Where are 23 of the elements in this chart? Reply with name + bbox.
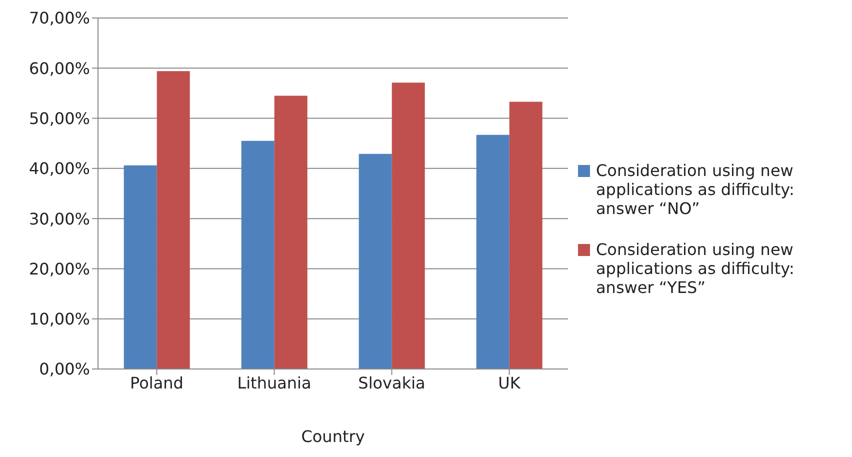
y-tick-label: 70,00%: [28, 8, 90, 28]
y-tick-label: 10,00%: [28, 310, 90, 329]
x-tick-label: Poland: [130, 373, 184, 392]
bar: [476, 134, 510, 369]
x-tick-label: Lithuania: [237, 373, 312, 392]
x-tick-label: Slovakia: [358, 373, 426, 392]
x-tick-label: UK: [498, 373, 521, 392]
bar: [509, 102, 542, 369]
x-axis-title: Country: [301, 427, 365, 446]
bar: [392, 82, 425, 369]
y-tick-label: 30,00%: [28, 209, 90, 228]
legend-label: Consideration using new applications as difficulty: answer “YES”: [596, 240, 796, 296]
bar: [124, 165, 157, 369]
y-tick-label: 60,00%: [28, 58, 90, 78]
bar: [156, 71, 190, 369]
bar: [274, 96, 308, 369]
y-tick-label: 0,00%: [39, 360, 90, 379]
legend-label: Consideration using new applications as difficulty: answer “NO”: [596, 160, 796, 218]
bar: [241, 140, 274, 369]
y-tick-label: 50,00%: [28, 108, 90, 128]
bar: [358, 154, 392, 369]
y-tick-label: 20,00%: [28, 259, 90, 278]
y-tick-label: 40,00%: [28, 159, 90, 178]
